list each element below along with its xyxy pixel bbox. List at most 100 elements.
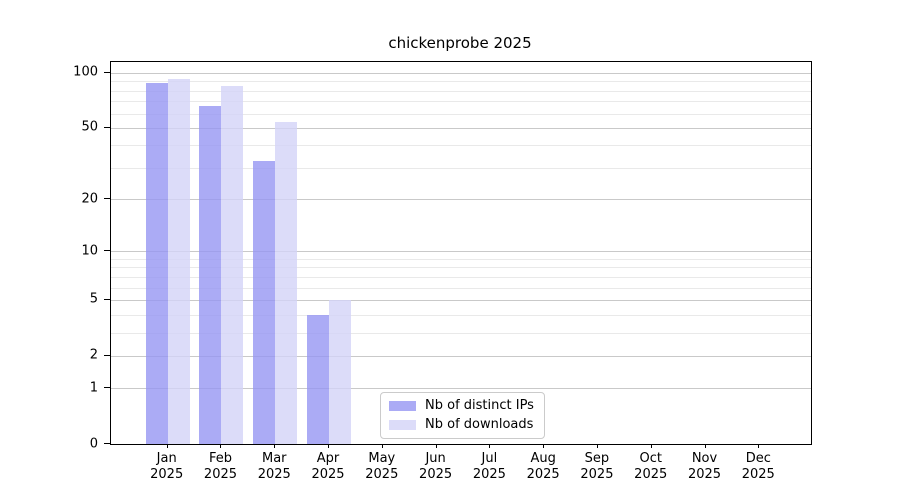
x-tick-label-mar: Mar 2025 [258, 451, 291, 483]
x-tick-label-dec: Dec 2025 [742, 451, 775, 483]
y-tick-mark-100 [104, 71, 110, 73]
x-tick-month: Oct [639, 451, 662, 466]
legend-row: Nb of distinct IPs [389, 398, 534, 414]
gridline-minor-8 [111, 267, 811, 269]
gridline-minor-30 [111, 167, 811, 169]
x-tick-label-jul: Jul 2025 [473, 451, 506, 483]
gridline-minor-4 [111, 314, 811, 316]
x-tick-mark-aug [543, 444, 545, 448]
gridline-major-100 [111, 72, 811, 74]
gridline-minor-60 [111, 113, 811, 115]
x-tick-mark-jun [435, 444, 437, 448]
gridline-minor-70 [111, 101, 811, 103]
x-tick-year: 2025 [580, 467, 614, 482]
y-tick-mark-5 [104, 298, 110, 300]
bar-nb-of-distinct-ips-feb [199, 106, 222, 444]
x-tick-year: 2025 [472, 467, 506, 482]
x-tick-year: 2025 [419, 467, 453, 482]
gridline-minor-6 [111, 287, 811, 289]
x-tick-mark-mar [274, 444, 276, 448]
bar-nb-of-downloads-feb [221, 85, 244, 444]
y-tick-mark-50 [104, 126, 110, 128]
y-tick-label-50: 50 [81, 119, 98, 135]
gridline-minor-9 [111, 258, 811, 260]
x-tick-label-apr: Apr 2025 [311, 451, 344, 483]
x-tick-year: 2025 [365, 467, 399, 482]
x-tick-year: 2025 [311, 467, 345, 482]
x-tick-label-jun: Jun 2025 [419, 451, 452, 483]
x-tick-mark-oct [650, 444, 652, 448]
y-tick-mark-10 [104, 250, 110, 252]
x-tick-label-nov: Nov 2025 [688, 451, 721, 483]
legend-label: Nb of distinct IPs [425, 398, 534, 413]
x-tick-month: Mar [261, 451, 287, 466]
bar-nb-of-downloads-apr [329, 299, 352, 444]
x-tick-label-oct: Oct 2025 [634, 451, 667, 483]
y-tick-label-1: 1 [89, 380, 98, 396]
x-tick-mark-dec [758, 444, 760, 448]
x-tick-month: Dec [745, 451, 771, 466]
bar-nb-of-downloads-jan [167, 78, 190, 444]
y-tick-label-5: 5 [89, 291, 98, 307]
bar-nb-of-downloads-mar [275, 121, 298, 444]
gridline-major-50 [111, 127, 811, 129]
y-tick-label-20: 20 [81, 191, 98, 207]
gridline-major-2 [111, 355, 811, 357]
x-tick-year: 2025 [150, 467, 184, 482]
x-tick-year: 2025 [634, 467, 668, 482]
gridline-major-10 [111, 251, 811, 253]
y-tick-mark-1 [104, 387, 110, 389]
gridline-minor-90 [111, 81, 811, 83]
x-tick-year: 2025 [203, 467, 238, 482]
y-tick-label-10: 10 [81, 243, 98, 259]
x-tick-month: Sep [584, 451, 610, 466]
x-tick-month: Jan [156, 451, 177, 466]
chart-title: chickenprobe 2025 [388, 34, 532, 52]
x-tick-month: Aug [530, 451, 556, 466]
x-tick-label-jan: Jan 2025 [150, 451, 183, 483]
legend-row: Nb of downloads [389, 417, 534, 433]
gridline-major-5 [111, 299, 811, 301]
x-tick-label-aug: Aug 2025 [527, 451, 560, 483]
y-tick-label-100: 100 [73, 64, 98, 80]
gridline-major-20 [111, 199, 811, 201]
y-tick-mark-20 [104, 198, 110, 200]
x-tick-month: Feb [208, 451, 232, 466]
gridline-minor-7 [111, 276, 811, 278]
legend: Nb of distinct IPs Nb of downloads [380, 392, 545, 439]
x-tick-year: 2025 [687, 467, 722, 482]
gridline-minor-80 [111, 90, 811, 92]
gridline-minor-3 [111, 332, 811, 334]
y-tick-mark-0 [104, 443, 110, 444]
legend-swatch-icon [389, 420, 416, 430]
x-tick-label-sep: Sep 2025 [580, 451, 613, 483]
x-tick-month: Jun [425, 451, 446, 466]
x-tick-year: 2025 [257, 467, 291, 482]
bar-nb-of-distinct-ips-mar [253, 160, 276, 444]
x-tick-mark-apr [328, 444, 330, 448]
legend-swatch-icon [389, 401, 416, 411]
x-axis: Jan 2025 Feb 2025 Mar 2025 Apr 2025 May 2025 Jun 20… [110, 444, 810, 494]
legend-label: Nb of downloads [425, 417, 534, 432]
x-tick-mark-feb [220, 444, 222, 448]
x-tick-mark-may [381, 444, 383, 448]
x-tick-mark-nov [704, 444, 706, 448]
bar-nb-of-distinct-ips-apr [307, 314, 330, 444]
y-axis: 0 1 2 5 10 20 50 100 [0, 61, 110, 450]
x-tick-label-may: May 2025 [365, 451, 398, 483]
gridline-major-1 [111, 388, 811, 390]
x-tick-month: Apr [316, 451, 340, 466]
y-tick-label-0: 0 [89, 436, 98, 451]
x-tick-mark-jul [489, 444, 491, 448]
gridline-minor-40 [111, 145, 811, 147]
bar-nb-of-distinct-ips-jan [145, 83, 168, 444]
plot-area: Nb of distinct IPs Nb of downloads [110, 61, 812, 445]
x-tick-mark-sep [596, 444, 598, 448]
x-tick-year: 2025 [741, 467, 775, 482]
x-tick-year: 2025 [526, 467, 560, 482]
y-tick-mark-2 [104, 354, 110, 356]
x-tick-mark-jan [166, 444, 168, 448]
x-tick-label-feb: Feb 2025 [204, 451, 237, 483]
x-tick-month: May [368, 451, 396, 466]
